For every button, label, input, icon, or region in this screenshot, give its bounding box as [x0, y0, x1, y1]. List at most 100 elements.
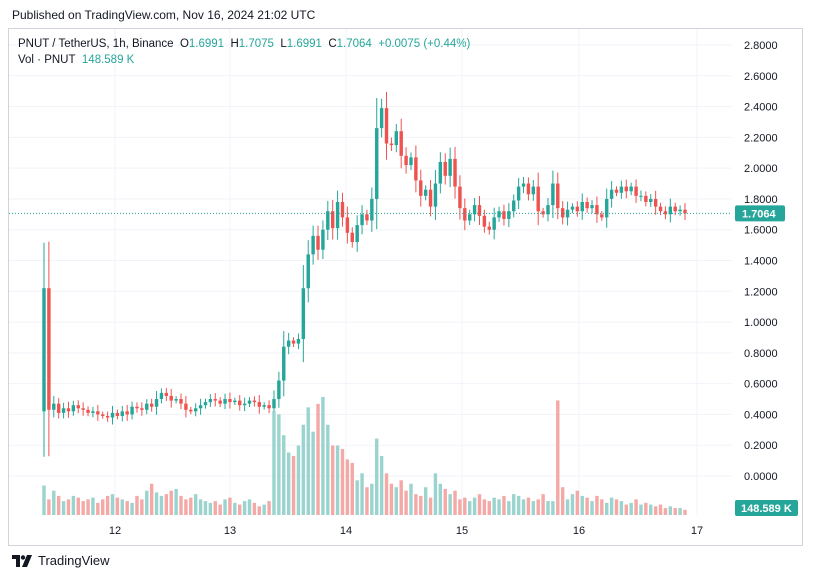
last-volume-label: 148.589 K [741, 503, 792, 515]
volume-bar [536, 499, 540, 515]
candle-body [213, 399, 217, 401]
candle-body [653, 198, 658, 207]
candle-body [105, 415, 110, 418]
volume-bar [252, 502, 257, 515]
candle-body [458, 186, 462, 209]
candle-body [428, 189, 433, 207]
candle-body [668, 206, 673, 215]
candle-body [115, 412, 120, 416]
candle-body [316, 235, 320, 250]
volume-bar [678, 508, 682, 515]
volume-bar [604, 502, 609, 515]
candle-body [629, 186, 633, 192]
price-tick-label: 2.6000 [744, 71, 778, 83]
volume-bar [551, 501, 555, 515]
last-volume-badge [735, 500, 798, 516]
volume-bar [443, 488, 447, 515]
volume-bar [179, 495, 183, 515]
volume-bar [321, 396, 325, 515]
volume-bar [433, 473, 438, 515]
volume-bar [291, 455, 296, 515]
volume-bar [272, 410, 276, 515]
candle-body [365, 214, 369, 221]
candle-body [507, 211, 511, 219]
candle-body [409, 157, 413, 166]
footer-brand[interactable]: TradingView [12, 553, 110, 568]
candle-body [526, 183, 531, 195]
volume-bar [521, 499, 526, 515]
candle-body [658, 206, 663, 212]
candle-body [326, 211, 330, 230]
candle-body [203, 402, 208, 406]
volume-bar [120, 499, 125, 515]
price-tick-label: 0.8000 [744, 348, 778, 360]
price-tick-label: 2.8000 [744, 40, 778, 52]
candle-body [120, 411, 125, 416]
candle-body [663, 211, 668, 215]
candle-body [487, 226, 491, 230]
price-tick-label: 1.4000 [744, 256, 778, 268]
volume-bar [453, 490, 457, 515]
symbol-label[interactable]: PNUT / TetherUS, 1h, Binance [18, 38, 174, 50]
candle-body [81, 408, 85, 410]
candle-body [277, 380, 281, 400]
volume-bar [653, 506, 658, 515]
tradingview-logo-icon [12, 554, 32, 567]
volume-bar [629, 502, 633, 515]
volume-bar [556, 400, 560, 515]
candle-body [423, 189, 428, 196]
candle-body [624, 186, 628, 192]
volume-bar [649, 504, 653, 515]
volume-bar [101, 499, 105, 515]
volume-bar [56, 495, 61, 515]
volume-bar [365, 487, 369, 515]
volume-bar [683, 509, 687, 515]
candle-body [482, 215, 487, 227]
volume-bar [110, 494, 115, 515]
volume-bar [375, 438, 379, 515]
volume-bar [115, 497, 120, 515]
volume-bar [609, 497, 614, 515]
price-tick-label: 0.4000 [744, 409, 778, 421]
candle-body [360, 214, 364, 226]
candle-body [394, 131, 399, 146]
candle-body [595, 205, 599, 215]
candle-body [86, 409, 90, 413]
volume-bar [463, 497, 467, 515]
volume-bar [301, 424, 306, 515]
candle-body [600, 214, 604, 218]
volume-bar [546, 501, 550, 515]
candle-body [306, 254, 310, 289]
candle-body [71, 405, 76, 412]
candle-body [683, 209, 687, 214]
price-tick-label: 0.2000 [744, 440, 778, 452]
volume-bar [360, 473, 364, 515]
volume-bar [184, 499, 188, 515]
volume-bar [262, 504, 266, 515]
volume-bar [145, 490, 149, 515]
candle-body [649, 198, 653, 203]
volume-bar [624, 504, 628, 515]
volume-bar [565, 499, 570, 515]
candle-body [502, 211, 506, 219]
candle-body [208, 399, 213, 403]
volume-bar [379, 455, 384, 515]
candle-body [375, 128, 379, 199]
candle-body [335, 202, 340, 229]
candle-body [384, 108, 389, 144]
time-tick-label: 12 [109, 525, 121, 537]
volume-bar [213, 501, 217, 515]
volume-bar [502, 495, 506, 515]
volume-bar [673, 508, 677, 515]
candle-body [512, 200, 516, 212]
candle-body [580, 202, 584, 212]
volume-bar [600, 499, 604, 515]
volume-bar [663, 508, 668, 515]
volume-bar [570, 494, 575, 515]
volume-bar [228, 497, 232, 515]
volume-bar [644, 502, 648, 515]
volume-bar [316, 403, 320, 515]
open-label: O [179, 38, 189, 50]
volume-bar [286, 452, 291, 515]
